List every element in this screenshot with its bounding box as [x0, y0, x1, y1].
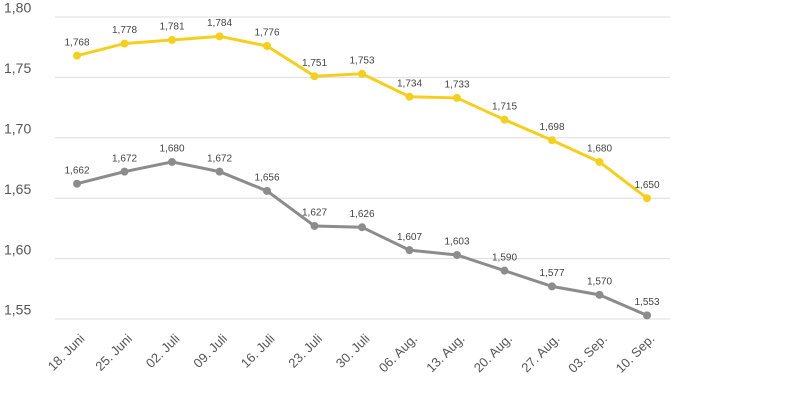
data-point	[358, 223, 366, 232]
value-label: 1,603	[444, 237, 469, 248]
value-label: 1,672	[207, 153, 232, 164]
x-tick-label: 18. Juni	[45, 331, 88, 374]
value-label: 1,650	[634, 180, 659, 191]
data-point	[168, 35, 176, 44]
value-label: 1,751	[302, 58, 327, 69]
value-label: 1,768	[64, 37, 89, 48]
y-tick-label: 1,60	[4, 241, 31, 257]
x-tick-label: 06. Aug.	[376, 331, 420, 375]
data-point	[310, 221, 319, 230]
value-label: 1,577	[539, 268, 564, 279]
data-point	[548, 136, 556, 145]
x-tick: 25. Juni	[92, 331, 135, 374]
data-point	[643, 311, 651, 320]
x-tick-label: 20. Aug.	[471, 331, 515, 375]
data-point	[73, 179, 81, 188]
data-point	[310, 72, 319, 81]
value-label: 1,753	[349, 55, 374, 66]
x-tick: 13. Aug.	[423, 331, 467, 375]
data-point	[643, 194, 651, 203]
data-point	[595, 290, 604, 299]
data-point	[500, 266, 509, 275]
data-point	[595, 157, 604, 166]
data-point	[453, 250, 461, 259]
value-label: 1,784	[207, 18, 232, 29]
x-tick-label: 16. Juli	[238, 331, 278, 371]
data-point	[120, 39, 129, 48]
value-label: 1,680	[159, 144, 184, 155]
x-tick: 02. Juli	[143, 331, 183, 371]
y-tick-label: 1,80	[4, 0, 31, 16]
value-label: 1,781	[159, 22, 184, 33]
x-tick-label: 10. Sep.	[613, 331, 658, 376]
x-tick-label: 30. Juli	[333, 331, 373, 371]
x-tick: 09. Juli	[190, 331, 230, 371]
x-tick: 16. Juli	[238, 331, 278, 371]
value-label: 1,698	[539, 122, 564, 133]
x-tick: 18. Juni	[45, 331, 88, 374]
data-point	[405, 92, 414, 101]
x-tick: 30. Juli	[333, 331, 373, 371]
value-label: 1,672	[112, 153, 137, 164]
value-label: 1,776	[254, 28, 279, 39]
data-point	[263, 186, 271, 195]
y-tick-label: 1,65	[4, 181, 31, 197]
value-label: 1,715	[492, 101, 517, 112]
data-point	[548, 282, 556, 291]
x-tick: 03. Sep.	[565, 331, 610, 376]
data-point	[263, 41, 271, 50]
value-label: 1,627	[302, 208, 327, 219]
x-tick-label: 23. Juli	[285, 331, 325, 371]
x-tick: 27. Aug.	[518, 331, 562, 375]
y-tick-label: 1,55	[4, 302, 31, 318]
x-tick: 20. Aug.	[471, 331, 515, 375]
data-point	[120, 167, 129, 176]
value-label: 1,626	[349, 209, 374, 220]
data-point	[215, 32, 224, 41]
data-point	[405, 246, 414, 255]
data-point	[358, 69, 366, 78]
value-label: 1,553	[634, 297, 659, 308]
value-label: 1,662	[64, 165, 89, 176]
y-tick-label: 1,75	[4, 60, 31, 76]
series-line	[76, 160, 648, 317]
x-tick-label: 25. Juni	[92, 331, 135, 374]
data-point	[168, 157, 176, 166]
data-point	[73, 51, 81, 60]
value-label: 1,607	[397, 232, 422, 243]
y-tick-label: 1,70	[4, 121, 31, 137]
value-label: 1,656	[254, 173, 279, 184]
x-tick-label: 03. Sep.	[565, 331, 610, 376]
x-tick-label: 02. Juli	[143, 331, 183, 371]
x-tick-label: 09. Juli	[190, 331, 230, 371]
data-point	[453, 93, 461, 102]
value-label: 1,734	[397, 78, 422, 89]
x-tick-label: 13. Aug.	[423, 331, 467, 375]
x-tick: 10. Sep.	[613, 331, 658, 376]
data-point	[215, 167, 224, 176]
value-label: 1,570	[587, 276, 612, 287]
value-label: 1,778	[112, 25, 137, 36]
data-point	[500, 115, 509, 124]
x-tick: 23. Juli	[285, 331, 325, 371]
x-tick-label: 27. Aug.	[518, 331, 562, 375]
value-label: 1,590	[492, 252, 517, 263]
value-label: 1,680	[587, 144, 612, 155]
value-label: 1,733	[444, 80, 469, 91]
x-tick: 06. Aug.	[376, 331, 420, 375]
